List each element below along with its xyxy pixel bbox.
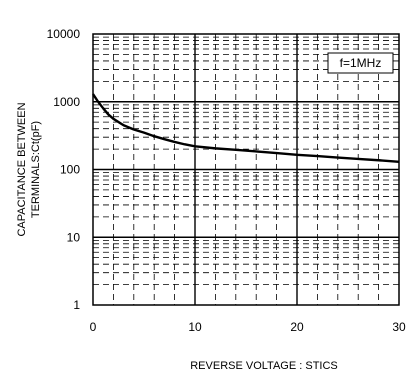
frequency-legend: f=1MHz xyxy=(327,52,394,74)
plot-frame xyxy=(92,33,400,306)
y-tick-label: 10000 xyxy=(47,27,81,41)
capacitance-curve xyxy=(91,93,400,163)
x-axis-title: REVERSE VOLTAGE : STICS xyxy=(190,360,338,372)
y-tick-label: 100 xyxy=(60,163,80,177)
grid-lines xyxy=(93,34,399,305)
x-tick-label: 0 xyxy=(90,320,97,334)
y-axis-title-line-2: TERMINALS:Ct(pF) xyxy=(30,121,42,218)
legend-label: f=1MHz xyxy=(340,56,382,70)
y-tick-label: 1000 xyxy=(53,95,80,109)
legend-box xyxy=(327,52,394,74)
y-tick-label: 10 xyxy=(67,230,81,244)
x-tick-labels: 0 10 20 30 xyxy=(90,320,406,334)
y-tick-labels: 1 10 100 1000 10000 xyxy=(47,27,81,312)
y-tick-label: 1 xyxy=(73,298,80,312)
y-axis-title-line-1: CAPACITANCE BETWEEN xyxy=(16,102,28,236)
x-tick-label: 30 xyxy=(392,320,406,334)
x-tick-label: 10 xyxy=(188,320,202,334)
x-tick-label: 20 xyxy=(290,320,304,334)
